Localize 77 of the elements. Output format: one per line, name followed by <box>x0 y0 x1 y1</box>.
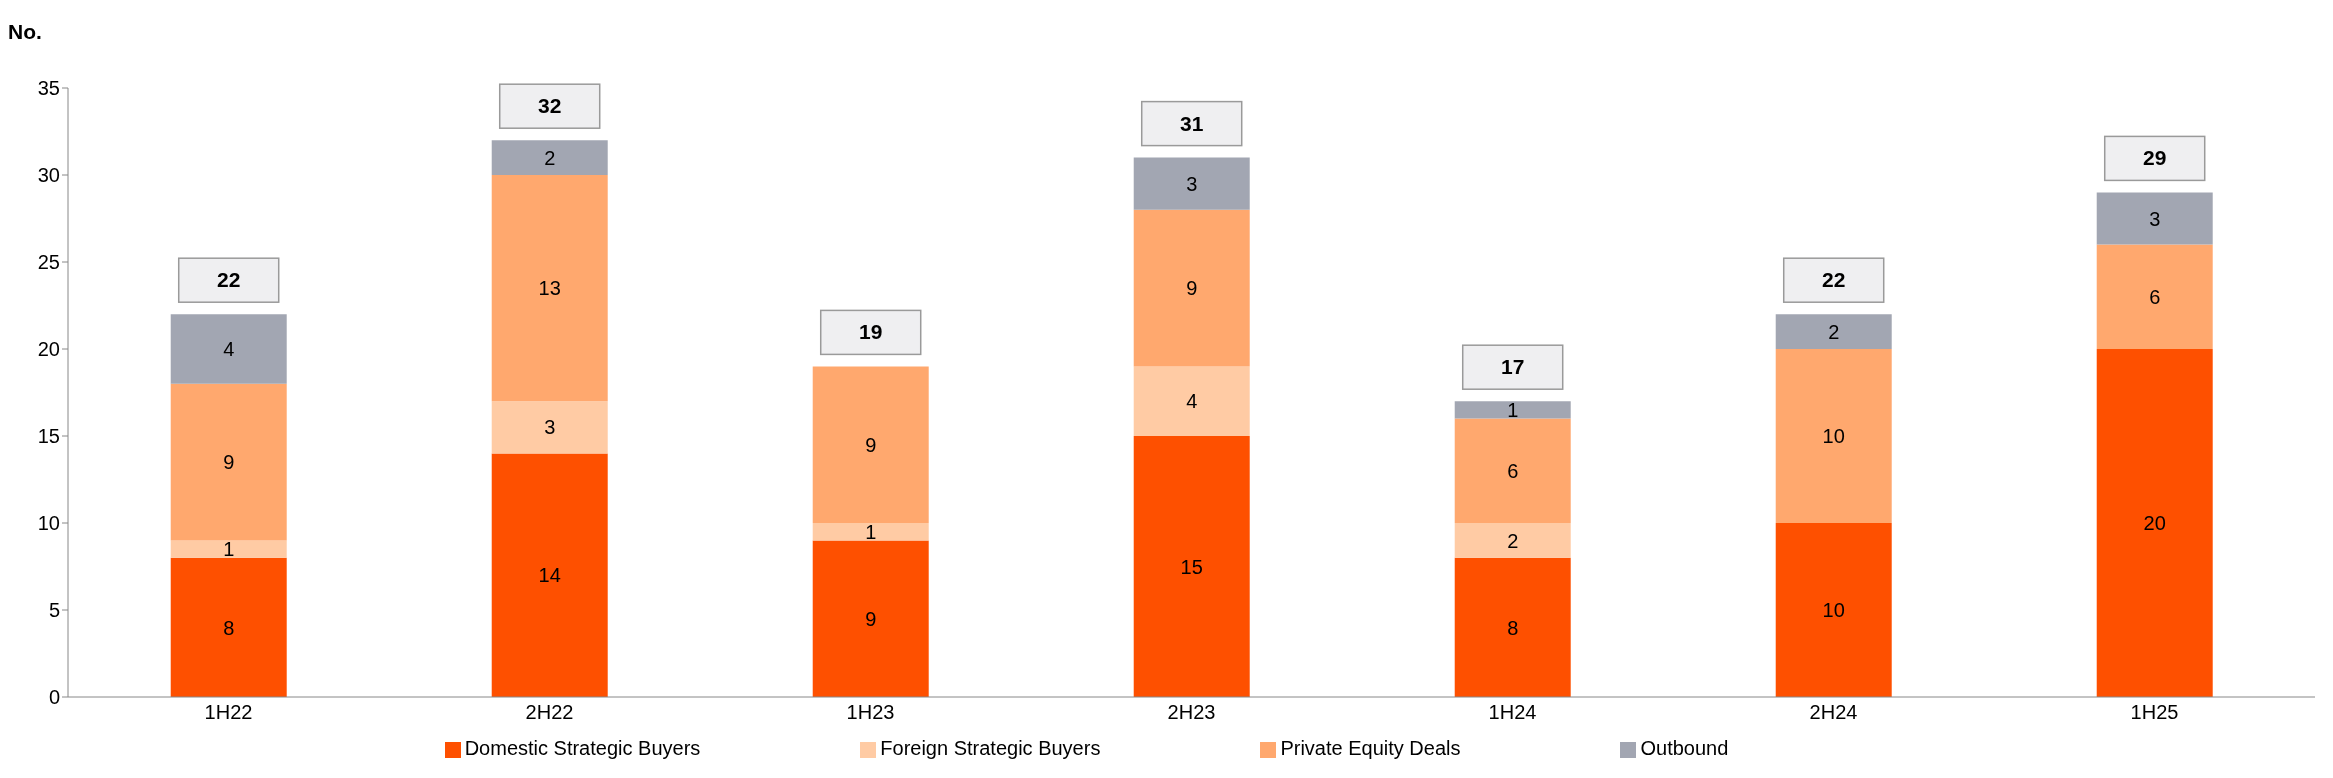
data-label: 6 <box>1507 459 1519 482</box>
total-label: 19 <box>859 320 883 344</box>
bar <box>170 314 287 384</box>
data-label: 4 <box>223 338 235 361</box>
legend-label: Domestic Strategic Buyers <box>464 737 701 759</box>
data-label: 9 <box>865 607 877 630</box>
total-label: 17 <box>1501 355 1525 379</box>
y-tick-label: 0 <box>48 686 60 709</box>
bar <box>812 540 929 697</box>
data-label: 14 <box>538 564 561 587</box>
bar <box>812 523 929 541</box>
data-label: 13 <box>538 277 561 300</box>
bar <box>1133 366 1250 436</box>
data-label: 9 <box>865 433 877 456</box>
bar <box>2096 244 2213 349</box>
x-tick-label: 2H22 <box>525 701 574 724</box>
x-tick-label: 2H24 <box>1809 701 1858 724</box>
data-label: 6 <box>2149 285 2161 308</box>
bar <box>2096 192 2213 245</box>
data-label: 15 <box>1180 555 1203 578</box>
data-label: 3 <box>2149 207 2161 230</box>
x-tick-label: 1H25 <box>2130 701 2179 724</box>
data-label: 9 <box>1186 277 1198 300</box>
data-label: 1 <box>1507 399 1519 421</box>
bar <box>2096 349 2213 697</box>
x-tick-label: 2H23 <box>1167 701 1216 724</box>
bar <box>1775 314 1892 349</box>
data-label: 2 <box>1828 320 1840 343</box>
data-label: 10 <box>1822 599 1845 622</box>
total-label: 22 <box>217 268 241 292</box>
data-label: 4 <box>1186 390 1198 413</box>
legend-label: Foreign Strategic Buyers <box>880 737 1101 759</box>
data-label: 8 <box>1507 616 1519 639</box>
data-label: 8 <box>223 616 235 639</box>
bar <box>1454 523 1571 558</box>
bar <box>1454 557 1571 697</box>
data-label: 1 <box>223 538 235 561</box>
bar <box>1775 523 1892 697</box>
bar <box>491 175 608 402</box>
data-label: 2 <box>544 146 556 169</box>
total-label: 29 <box>2143 146 2167 170</box>
y-tick-label: 5 <box>48 599 60 622</box>
data-label: 20 <box>2143 512 2166 535</box>
y-tick-label: 35 <box>37 77 60 100</box>
x-tick-label: 1H22 <box>204 701 253 724</box>
data-label: 3 <box>1186 172 1198 195</box>
total-label: 32 <box>538 94 562 118</box>
data-label: 1 <box>865 520 877 543</box>
y-tick-label: 30 <box>37 164 60 187</box>
bar <box>1775 349 1892 523</box>
bar <box>170 557 287 697</box>
bar <box>1133 436 1250 697</box>
bar <box>170 540 287 558</box>
total-label: 31 <box>1180 111 1204 135</box>
data-label: 10 <box>1822 425 1845 448</box>
x-tick-label: 1H23 <box>846 701 895 724</box>
total-label: 22 <box>1822 268 1846 292</box>
y-tick-label: 25 <box>37 251 60 274</box>
bar <box>1133 209 1250 367</box>
bar <box>1133 157 1250 210</box>
bar <box>1454 418 1571 523</box>
y-tick-label: 15 <box>37 425 60 448</box>
legend-label: Outbound <box>1640 737 1729 759</box>
bar <box>491 453 608 697</box>
legend-label: Private Equity Deals <box>1280 737 1461 759</box>
x-tick-label: 1H24 <box>1488 701 1537 724</box>
bar <box>491 401 608 454</box>
bar <box>170 383 287 541</box>
bar <box>491 140 608 175</box>
data-label: 9 <box>223 451 235 474</box>
bar <box>812 366 929 523</box>
bar <box>1454 401 1571 419</box>
y-axis-title: No. <box>8 20 42 44</box>
y-tick-label: 20 <box>37 338 60 361</box>
data-label: 3 <box>544 416 556 439</box>
data-label: 2 <box>1507 529 1519 552</box>
y-tick-label: 10 <box>37 512 60 535</box>
